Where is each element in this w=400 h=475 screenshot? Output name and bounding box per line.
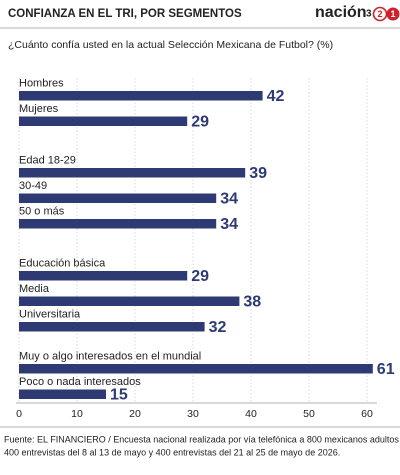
value-label: 42 xyxy=(267,88,285,105)
value-label: 38 xyxy=(243,293,261,310)
bar xyxy=(19,116,188,126)
countdown-digit: 3 xyxy=(366,9,372,20)
x-tick-label: 50 xyxy=(303,408,315,420)
value-label: 39 xyxy=(249,165,267,182)
category-label: Hombres xyxy=(19,77,64,89)
value-label: 15 xyxy=(110,386,128,403)
category-label: Mujeres xyxy=(19,103,59,115)
source: Fuente: EL FINANCIERO / Encuesta naciona… xyxy=(4,434,400,444)
bar xyxy=(19,364,373,374)
category-label: 50 o más xyxy=(19,205,65,217)
value-label: 34 xyxy=(220,216,238,233)
bar xyxy=(19,271,188,281)
category-label: Muy o algo interesados en el mundial xyxy=(19,350,201,362)
bar xyxy=(19,193,217,203)
bar xyxy=(19,322,205,332)
bar xyxy=(19,91,263,101)
value-label: 29 xyxy=(191,113,209,130)
category-label: 30-49 xyxy=(19,180,47,192)
countdown-circle xyxy=(386,7,400,21)
value-label: 29 xyxy=(191,268,209,285)
countdown-digit: 2 xyxy=(377,9,382,19)
x-tick-label: 60 xyxy=(361,408,373,420)
x-tick-label: 0 xyxy=(16,408,22,420)
bar xyxy=(19,296,240,306)
value-label: 32 xyxy=(209,319,227,336)
countdown-digit: 1 xyxy=(390,9,395,19)
source: 400 entrevistas del 8 al 13 de mayo y 40… xyxy=(4,447,340,457)
value-label: 61 xyxy=(377,361,395,378)
chart-subtitle: ¿Cuánto confía usted en la actual Selecc… xyxy=(8,39,333,51)
category-label: Media xyxy=(19,283,50,295)
x-tick-label: 10 xyxy=(71,408,83,420)
category-label: Poco o nada interesados xyxy=(19,376,141,388)
bar xyxy=(19,168,246,178)
brand: nación xyxy=(315,4,367,21)
x-tick-label: 30 xyxy=(187,408,199,420)
x-tick-label: 40 xyxy=(245,408,257,420)
x-tick-label: 20 xyxy=(129,408,141,420)
bar xyxy=(19,389,106,399)
category-label: Educación básica xyxy=(19,257,106,269)
bar xyxy=(19,219,217,229)
chart-title: CONFIANZA EN EL TRI, POR SEGMENTOS xyxy=(8,8,242,20)
category-label: Edad 18-29 xyxy=(19,154,76,166)
value-label: 34 xyxy=(220,190,238,207)
category-label: Universitaria xyxy=(19,308,81,320)
